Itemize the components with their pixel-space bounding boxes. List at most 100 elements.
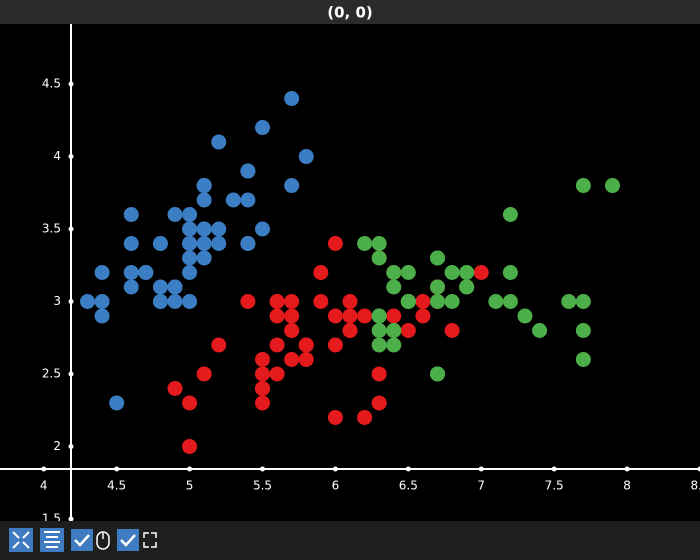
point xyxy=(269,293,285,309)
toolbar-bg xyxy=(0,521,700,560)
point xyxy=(386,279,402,295)
x-tick xyxy=(624,466,630,472)
point xyxy=(400,293,416,309)
point xyxy=(371,308,387,324)
point xyxy=(255,120,270,136)
point xyxy=(94,293,110,309)
point xyxy=(561,293,577,309)
point xyxy=(211,134,227,150)
checkbox-fullscreen[interactable] xyxy=(117,529,139,551)
y-tick-label: 2 xyxy=(53,439,61,453)
point xyxy=(459,265,475,280)
y-tick-label: 3.5 xyxy=(42,222,61,236)
point xyxy=(269,308,285,324)
x-tick xyxy=(405,466,411,472)
x-tick xyxy=(114,466,120,472)
point xyxy=(123,207,139,223)
point xyxy=(240,192,256,208)
point xyxy=(196,192,212,208)
x-tick xyxy=(332,466,338,472)
title-bar xyxy=(0,0,700,24)
point xyxy=(342,322,358,338)
point xyxy=(517,308,533,324)
point xyxy=(152,293,168,309)
point xyxy=(123,236,139,252)
point xyxy=(240,163,256,179)
points xyxy=(80,91,620,454)
point xyxy=(400,322,416,338)
point xyxy=(386,337,402,353)
point xyxy=(167,380,183,396)
point xyxy=(298,351,314,367)
plot-area xyxy=(0,24,700,521)
point xyxy=(182,395,198,411)
point xyxy=(371,366,387,382)
point xyxy=(182,293,198,309)
y-tick-label: 4.5 xyxy=(42,77,61,91)
point xyxy=(196,221,212,237)
point xyxy=(182,221,198,237)
y-tick xyxy=(68,516,74,522)
point xyxy=(284,178,300,194)
point xyxy=(298,149,314,165)
point xyxy=(386,265,402,280)
point xyxy=(575,293,591,309)
point xyxy=(167,207,183,223)
point xyxy=(488,293,504,309)
point xyxy=(240,293,256,309)
point xyxy=(196,178,212,194)
point xyxy=(152,236,168,252)
point xyxy=(211,221,227,237)
point xyxy=(211,337,227,353)
point xyxy=(196,236,212,252)
point xyxy=(371,250,387,266)
point xyxy=(327,337,343,353)
point xyxy=(371,236,387,252)
point xyxy=(269,366,285,382)
point xyxy=(502,265,518,280)
point xyxy=(430,250,445,266)
x-tick-label: 7 xyxy=(477,479,485,493)
x-tick xyxy=(187,466,193,472)
y-tick xyxy=(68,371,74,377)
point xyxy=(269,337,285,353)
point xyxy=(284,308,300,324)
y-tick xyxy=(68,226,74,232)
point xyxy=(532,322,548,338)
point xyxy=(473,265,489,280)
tick-labels: 44.555.566.577.588.51.522.533.544.5 xyxy=(40,77,700,525)
fit-button[interactable] xyxy=(9,528,33,552)
point xyxy=(211,236,227,252)
window-title: (0, 0) xyxy=(327,4,373,22)
x-tick xyxy=(551,466,557,472)
point xyxy=(371,395,387,411)
point xyxy=(109,395,125,411)
checkbox-mouse[interactable] xyxy=(71,529,93,551)
mouse-icon xyxy=(96,531,110,550)
point xyxy=(357,236,373,252)
point xyxy=(182,250,198,266)
point xyxy=(123,265,139,280)
x-tick-label: 7.5 xyxy=(545,479,564,493)
x-tick-label: 5 xyxy=(186,479,194,493)
point xyxy=(196,250,212,266)
x-tick-label: 8 xyxy=(623,479,631,493)
point xyxy=(371,322,387,338)
point xyxy=(605,178,620,194)
point xyxy=(255,366,270,382)
point xyxy=(94,265,110,280)
point xyxy=(284,91,300,107)
y-tick-label: 3 xyxy=(53,294,61,308)
point xyxy=(400,265,416,280)
point xyxy=(430,279,445,295)
point xyxy=(430,366,445,382)
point xyxy=(415,308,431,324)
y-tick xyxy=(68,443,74,449)
point xyxy=(459,279,475,295)
point xyxy=(284,293,300,309)
x-tick xyxy=(697,466,700,472)
y-tick-label: 4 xyxy=(53,149,61,163)
point xyxy=(167,293,183,309)
point xyxy=(284,322,300,338)
